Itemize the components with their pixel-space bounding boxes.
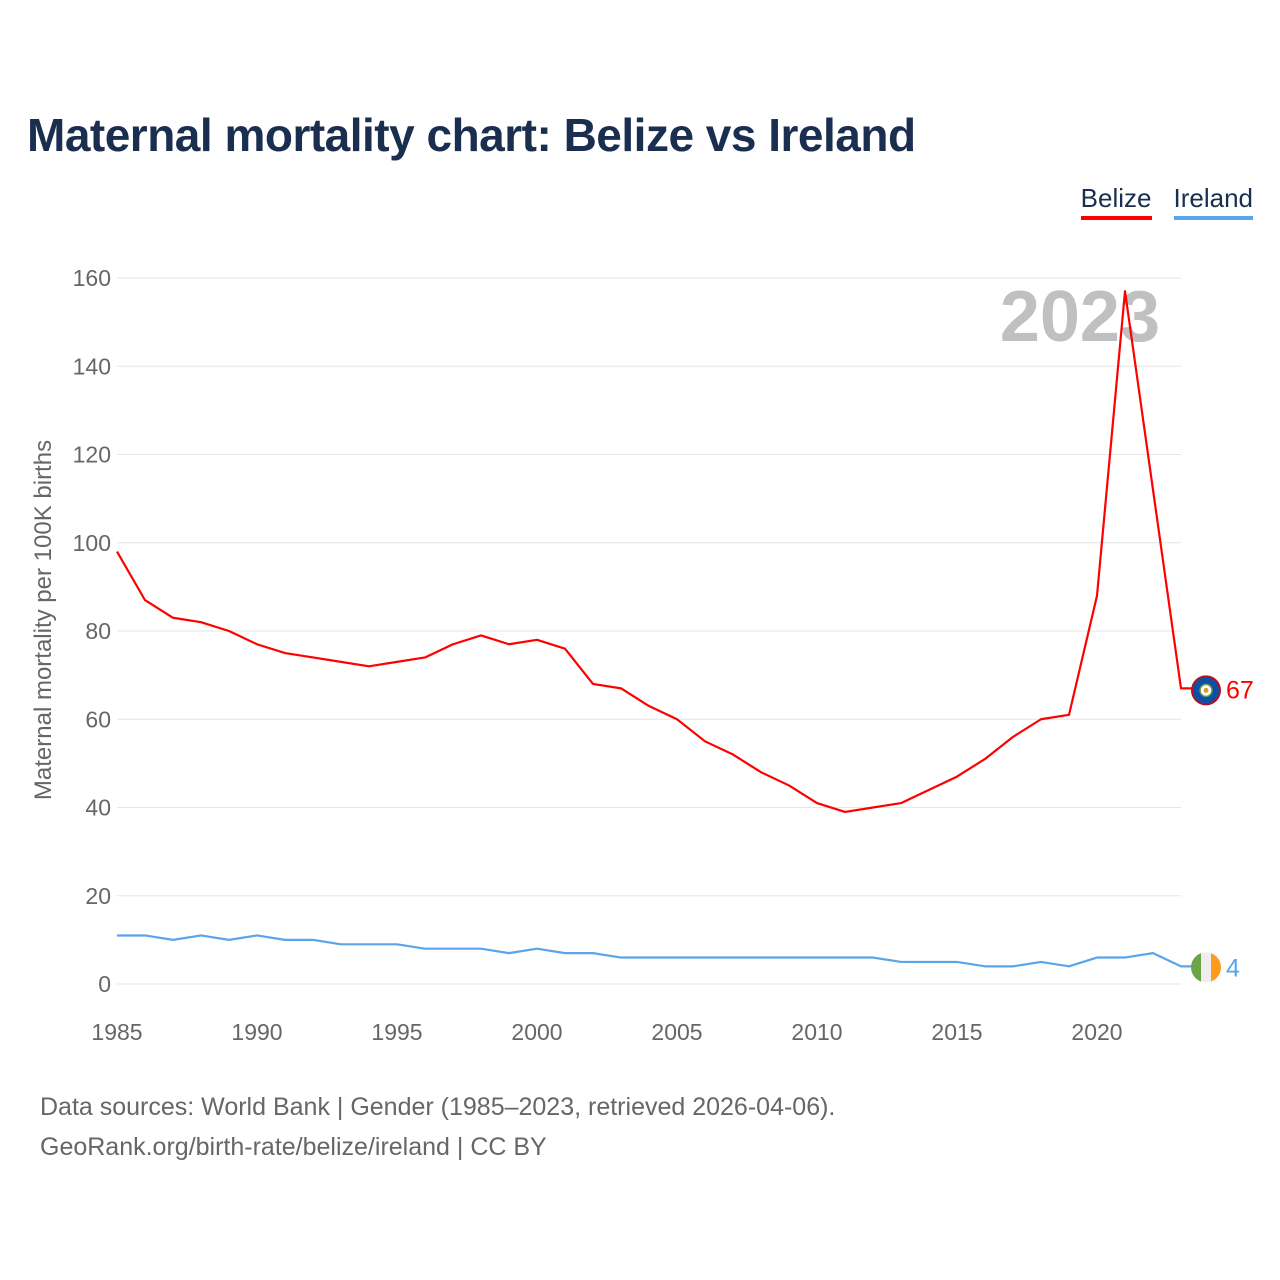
series-line-belize	[116, 290, 1193, 814]
footer: Data sources: World Bank | Gender (1985–…	[40, 1087, 835, 1167]
legend-ireland[interactable]: Ireland	[1173, 183, 1253, 220]
y-axis-label: Maternal mortality per 100K births	[30, 440, 57, 800]
series-line-ireland	[117, 934, 1193, 968]
source-text: Data sources: World Bank | Gender (1985–…	[40, 1093, 836, 1121]
end-value-label: 4	[1226, 954, 1240, 982]
x-tick-label: 1985	[91, 1019, 142, 1045]
y-tick-label: 100	[73, 530, 111, 556]
belize-flag-icon	[1191, 675, 1221, 706]
x-tick-label: 1990	[231, 1019, 282, 1045]
y-tick-label: 80	[85, 618, 111, 644]
y-tick-label: 60	[85, 706, 111, 732]
year-watermark: 2023	[1000, 277, 1160, 357]
x-tick-label: 1995	[371, 1019, 422, 1045]
legend: Belize Ireland	[1080, 183, 1253, 220]
y-tick-label: 20	[85, 883, 111, 909]
y-tick-label: 120	[73, 442, 111, 468]
legend-belize[interactable]: Belize	[1080, 183, 1152, 220]
end-value-label: 67	[1226, 676, 1254, 704]
x-tick-label: 2000	[511, 1019, 562, 1045]
y-tick-label: 40	[85, 795, 111, 821]
x-tick-label: 2010	[791, 1019, 842, 1045]
x-tick-label: 2015	[931, 1019, 982, 1045]
x-tick-label: 2020	[1071, 1019, 1122, 1045]
attribution-link[interactable]: GeoRank.org/birth-rate/belize/ireland | …	[40, 1133, 547, 1161]
y-tick-label: 160	[73, 265, 111, 291]
ireland-flag-icon	[1191, 952, 1221, 983]
x-tick-label: 2005	[651, 1019, 702, 1045]
y-tick-label: 140	[73, 353, 111, 379]
y-tick-label: 0	[98, 971, 111, 997]
chart-title: Maternal mortality chart: Belize vs Irel…	[27, 109, 916, 161]
